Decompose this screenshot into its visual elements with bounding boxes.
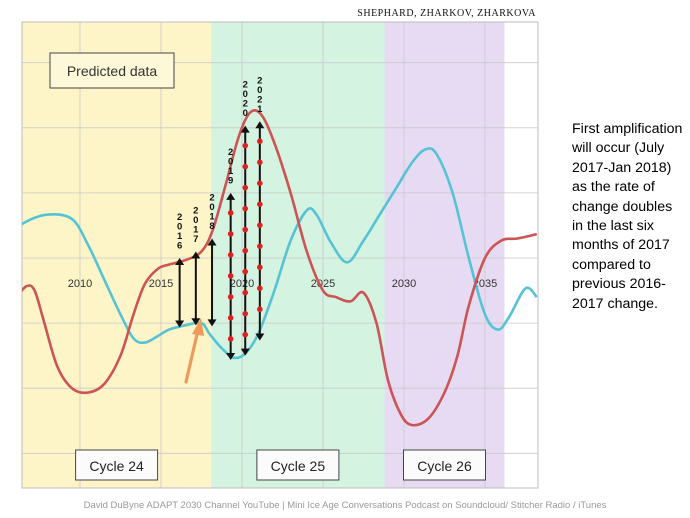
x-tick-2030: 2030 bbox=[392, 278, 416, 290]
year-label-2018: 8 bbox=[209, 221, 214, 232]
dot-marker bbox=[242, 289, 249, 296]
region-2 bbox=[211, 22, 385, 488]
dot-marker bbox=[257, 264, 263, 271]
x-tick-2015: 2015 bbox=[149, 278, 173, 290]
arrow-head bbox=[255, 333, 265, 341]
dot-marker bbox=[242, 268, 249, 275]
cycle-label-1: Cycle 24 bbox=[89, 458, 144, 474]
dot-marker bbox=[227, 252, 234, 258]
predicted-data-label: Predicted data bbox=[67, 63, 157, 79]
dot-marker bbox=[257, 306, 263, 313]
dot-marker bbox=[257, 138, 263, 145]
x-tick-2020: 2020 bbox=[230, 278, 254, 290]
year-label-2018: 0 bbox=[209, 202, 214, 213]
arrow-head bbox=[207, 319, 217, 327]
x-tick-2035: 2035 bbox=[473, 278, 497, 290]
arrow-head bbox=[175, 258, 185, 265]
predicted-data-box bbox=[49, 52, 175, 89]
year-label-2019: 9 bbox=[228, 175, 233, 186]
plot-frame bbox=[21, 21, 539, 489]
series-line-2 bbox=[22, 109, 538, 427]
dot-marker bbox=[242, 226, 249, 233]
year-label-2019: 1 bbox=[228, 166, 234, 177]
dot-marker bbox=[242, 247, 249, 254]
cycle-box-3 bbox=[403, 449, 486, 481]
dot-marker bbox=[227, 336, 234, 342]
dot-marker bbox=[257, 222, 263, 229]
year-label-2016: 0 bbox=[177, 222, 182, 233]
year-label-2017: 0 bbox=[193, 215, 198, 226]
year-label-2020: 0 bbox=[243, 89, 248, 100]
year-label-2021: 2 bbox=[257, 94, 262, 105]
arrow-head bbox=[191, 318, 201, 326]
pointer-arrow-shaft bbox=[184, 328, 200, 384]
year-label-2020: 2 bbox=[243, 80, 248, 91]
year-label-2017: 2 bbox=[193, 205, 198, 216]
year-label-2020: 2 bbox=[243, 99, 248, 110]
year-label-2016: 6 bbox=[177, 241, 182, 252]
year-label-2016: 1 bbox=[177, 231, 183, 242]
year-label-2017: 7 bbox=[193, 234, 198, 245]
year-label-2021: 2 bbox=[257, 75, 262, 86]
cycle-box-2 bbox=[256, 449, 340, 481]
arrow-head bbox=[207, 238, 217, 246]
arrow-head bbox=[226, 352, 236, 360]
dot-marker bbox=[227, 273, 234, 279]
dot-marker bbox=[227, 294, 234, 300]
cycle-box-1 bbox=[75, 449, 159, 481]
year-label-2017: 1 bbox=[193, 224, 199, 235]
dot-marker bbox=[257, 243, 263, 250]
dot-marker bbox=[257, 180, 263, 187]
region-3 bbox=[384, 22, 505, 488]
dot-marker bbox=[227, 210, 234, 216]
dot-marker bbox=[242, 205, 249, 212]
arrow-head bbox=[240, 125, 250, 133]
region-1 bbox=[22, 22, 212, 488]
year-label-2016: 2 bbox=[177, 212, 182, 223]
dot-marker bbox=[242, 331, 249, 338]
year-label-2019: 0 bbox=[228, 156, 233, 167]
arrow-head bbox=[175, 320, 185, 328]
pointer-arrow-head bbox=[192, 318, 204, 336]
series-line-1 bbox=[22, 147, 538, 360]
dot-marker bbox=[242, 142, 249, 149]
cycle-label-2: Cycle 25 bbox=[271, 458, 326, 474]
x-tick-2010: 2010 bbox=[68, 278, 92, 290]
dot-marker bbox=[227, 231, 234, 237]
dot-marker bbox=[227, 315, 234, 321]
cycle-label-3: Cycle 26 bbox=[417, 458, 472, 474]
dot-marker bbox=[257, 159, 263, 166]
arrow-head bbox=[240, 348, 250, 356]
arrow-head bbox=[191, 251, 201, 259]
dot-marker bbox=[257, 201, 263, 208]
arrow-head bbox=[226, 192, 236, 200]
year-label-2021: 0 bbox=[257, 85, 262, 96]
arrow-head bbox=[255, 121, 265, 129]
year-label-2018: 2 bbox=[209, 192, 214, 203]
dot-marker bbox=[242, 163, 249, 170]
year-label-2018: 1 bbox=[209, 211, 215, 222]
footer-credit: David DuByne ADAPT 2030 Channel YouTube … bbox=[83, 500, 607, 511]
year-label-2021: 1 bbox=[257, 104, 263, 115]
dot-marker bbox=[242, 310, 249, 317]
annotation-text: First amplification will occur (July 201… bbox=[572, 121, 683, 312]
dot-marker bbox=[242, 184, 249, 191]
dot-marker bbox=[257, 285, 263, 292]
year-label-2020: 0 bbox=[243, 108, 248, 119]
author-credit: SHEPHARD, ZHARKOV, ZHARKOVA bbox=[357, 8, 536, 19]
year-label-2019: 2 bbox=[228, 147, 233, 158]
